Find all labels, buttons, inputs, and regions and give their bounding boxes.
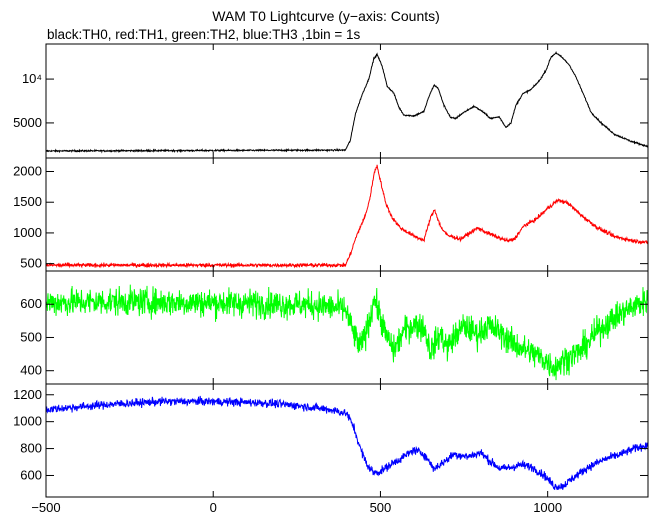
panel-frame [45,157,649,272]
series-line-th0 [46,51,648,154]
panel-frame [45,383,649,498]
x-tick-label: 0 [210,500,217,515]
series-line-th2 [46,284,648,381]
y-tick-label: 400 [20,363,42,378]
panel-th1: 500 1000 1500 2000 [13,157,649,272]
y-tick-label: 1500 [13,194,42,209]
x-tick-label: 500 [370,500,392,515]
x-tick-label: −500 [31,500,60,515]
y-tick-label: 1000 [13,225,42,240]
chart-subtitle: black:TH0, red:TH1, green:TH2, blue:TH3 … [47,27,361,42]
x-tick-label: 1000 [533,500,562,515]
y-tick-label: 1000 [13,414,42,429]
y-tick-label: 800 [20,441,42,456]
series-line-th1 [46,164,648,269]
y-tick-label: 600 [20,296,42,311]
y-tick-label: 2000 [13,164,42,179]
y-tick-label: 600 [20,467,42,482]
panel-th3: 600 800 1000 1200 [13,383,649,498]
panel-th0: 5000 10⁴ [13,43,649,159]
y-tick-label: 5000 [13,115,42,130]
y-tick-label: 500 [20,256,42,271]
chart-title: WAM T0 Lightcurve (y−axis: Counts) [212,8,440,24]
y-tick-label: 1200 [13,387,42,402]
panel-th2: 400 500 600 [20,270,649,385]
series-line-th3 [46,395,648,491]
panel-frame [45,43,649,159]
y-tick-label: 500 [20,329,42,344]
y-tick-label: 10⁴ [22,71,42,86]
